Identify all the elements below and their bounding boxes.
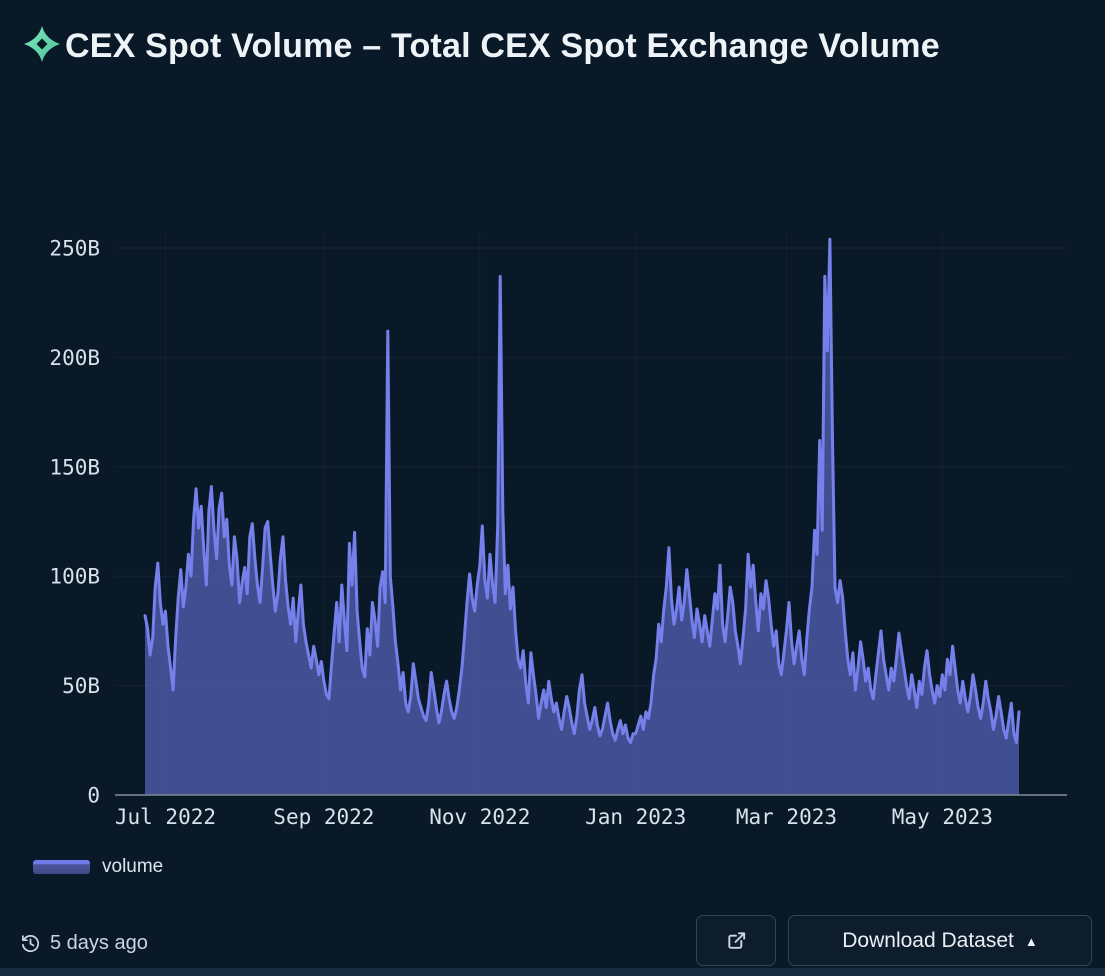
next-section-edge [0,968,1105,976]
volume-line [143,237,1021,744]
download-dataset-label: Download Dataset [842,928,1014,952]
legend-label: volume [102,856,164,877]
last-updated-text: 5 days ago [50,931,148,954]
x-tick-label: Sep 2022 [273,805,374,829]
y-tick-label: 250B [49,237,100,261]
y-tick-label: 150B [49,455,100,479]
chart-legend[interactable]: volume [33,856,163,878]
external-link-icon [725,929,748,952]
y-tick-label: 100B [49,565,100,589]
x-tick-label: Jul 2022 [115,805,216,829]
history-clock-icon [20,933,41,954]
page-title-text: CEX Spot Volume – Total CEX Spot Exchang… [65,27,940,65]
x-tick-label: Nov 2022 [429,805,530,829]
last-updated: 5 days ago [20,929,148,957]
x-tick-label: Jan 2023 [585,805,686,829]
open-external-button[interactable] [696,915,776,966]
y-tick-label: 0 [87,784,100,808]
download-dataset-button[interactable]: Download Dataset ▲ [788,915,1092,966]
x-tick-label: Mar 2023 [736,805,837,829]
cex-spot-volume-chart[interactable]: 250B 200B 150B 100B 50B 0 Jul 2022 Sep 2022 Nov … [0,0,1105,850]
y-tick-label: 200B [49,346,100,370]
page-title: CEX Spot Volume – Total CEX Spot Exchang… [22,10,1007,89]
x-tick-label: May 2023 [892,805,993,829]
volume-area [145,239,1019,795]
caret-up-icon: ▲ [1024,934,1038,949]
legend-swatch-volume [33,860,90,874]
y-tick-label: 50B [62,674,100,698]
artemis-star-icon [22,17,62,89]
